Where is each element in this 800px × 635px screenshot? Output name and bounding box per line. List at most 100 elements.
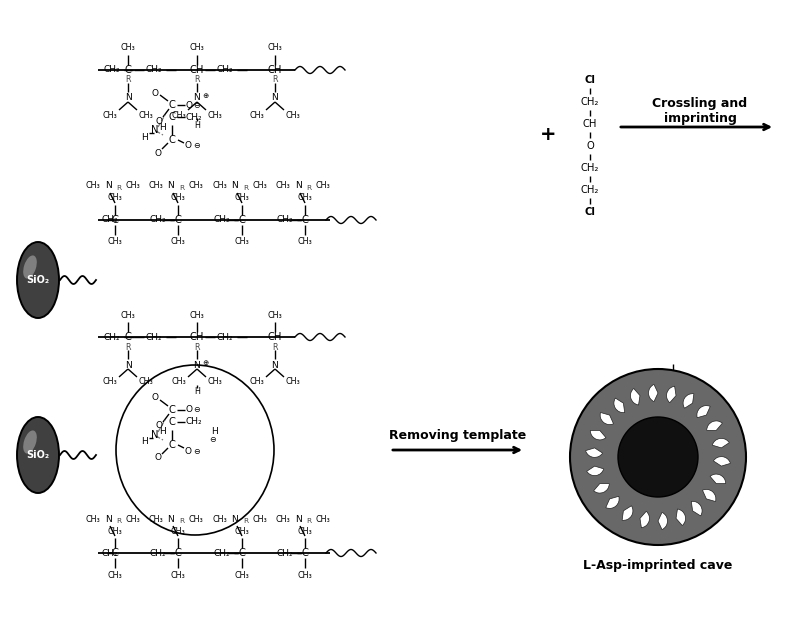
Text: CH₃: CH₃ — [149, 514, 163, 523]
Text: CH₃: CH₃ — [298, 194, 312, 203]
Text: R: R — [306, 185, 311, 191]
Text: CH₃: CH₃ — [189, 514, 203, 523]
Text: CH₂: CH₂ — [217, 65, 234, 74]
Text: CH₂: CH₂ — [102, 215, 118, 225]
Text: Cl: Cl — [585, 75, 595, 85]
Text: O: O — [586, 141, 594, 151]
Text: C: C — [125, 65, 131, 75]
Text: CH₃: CH₃ — [298, 526, 312, 535]
Text: CH₃: CH₃ — [170, 526, 186, 535]
Wedge shape — [697, 406, 710, 418]
Text: CH₃: CH₃ — [138, 110, 154, 119]
Wedge shape — [712, 438, 730, 448]
Text: R: R — [117, 518, 122, 524]
Text: CH₃: CH₃ — [234, 237, 250, 246]
Text: H: H — [194, 387, 200, 396]
Text: O: O — [154, 149, 162, 157]
Text: CH₃: CH₃ — [250, 377, 264, 387]
Text: CH₃: CH₃ — [213, 514, 227, 523]
Text: H: H — [160, 427, 166, 436]
Text: H: H — [141, 438, 147, 446]
Text: N: N — [194, 361, 200, 370]
Text: L-Asp-imprinted cave: L-Asp-imprinted cave — [583, 559, 733, 572]
Text: N: N — [294, 514, 302, 523]
Text: CH₃: CH₃ — [170, 194, 186, 203]
Text: CH: CH — [190, 332, 204, 342]
Wedge shape — [640, 511, 650, 528]
Text: CH₃: CH₃ — [298, 237, 312, 246]
Text: ⊖: ⊖ — [194, 100, 200, 109]
Text: O: O — [151, 88, 158, 98]
Wedge shape — [586, 466, 604, 476]
Text: CH₃: CH₃ — [170, 570, 186, 580]
Text: CH₃: CH₃ — [121, 311, 135, 319]
Text: C: C — [169, 405, 175, 415]
Wedge shape — [586, 448, 602, 457]
Text: C: C — [169, 135, 175, 145]
Text: R: R — [243, 185, 249, 191]
Text: CH₃: CH₃ — [208, 377, 222, 387]
Text: SiO₂: SiO₂ — [26, 275, 50, 285]
Text: CH₃: CH₃ — [172, 377, 186, 387]
Text: N: N — [232, 514, 238, 523]
Text: C: C — [169, 100, 175, 110]
Text: N: N — [105, 514, 111, 523]
Text: R: R — [179, 518, 185, 524]
Text: CH₃: CH₃ — [276, 182, 290, 190]
Wedge shape — [622, 505, 633, 520]
Text: H: H — [160, 123, 166, 131]
Text: CH₃: CH₃ — [189, 182, 203, 190]
Text: CH₂: CH₂ — [186, 112, 202, 121]
Text: N: N — [272, 93, 278, 102]
Text: N: N — [151, 125, 158, 135]
Text: CH₃: CH₃ — [102, 377, 118, 387]
Text: CH₃: CH₃ — [253, 514, 267, 523]
Text: CH₃: CH₃ — [86, 182, 100, 190]
Text: R: R — [126, 342, 130, 352]
Ellipse shape — [23, 431, 37, 453]
Text: C: C — [111, 215, 118, 225]
Text: SiO₂: SiO₂ — [26, 450, 50, 460]
Text: N: N — [125, 361, 131, 370]
Text: CH₃: CH₃ — [268, 44, 282, 53]
Text: CH₂: CH₂ — [581, 97, 599, 107]
Text: CH₂: CH₂ — [146, 333, 162, 342]
Ellipse shape — [17, 417, 59, 493]
Circle shape — [570, 369, 746, 545]
Text: C: C — [111, 548, 118, 558]
Text: CH₂: CH₂ — [150, 215, 166, 225]
Text: C: C — [169, 440, 175, 450]
Text: ⊕: ⊕ — [202, 360, 208, 366]
Ellipse shape — [17, 242, 59, 318]
Text: CH₃: CH₃ — [108, 237, 122, 246]
Text: ⊕: ⊕ — [202, 93, 208, 99]
Text: CH₂: CH₂ — [102, 549, 118, 558]
Text: H: H — [142, 133, 148, 142]
Text: C: C — [302, 215, 309, 225]
Text: CH₃: CH₃ — [172, 110, 186, 119]
Text: O: O — [185, 142, 191, 150]
Text: ⊖: ⊖ — [210, 436, 216, 444]
Text: Removing template: Removing template — [390, 429, 526, 441]
Text: CH₂: CH₂ — [581, 163, 599, 173]
Text: CH₂: CH₂ — [581, 185, 599, 195]
Wedge shape — [676, 509, 686, 526]
Text: R: R — [126, 76, 130, 84]
Wedge shape — [606, 497, 619, 509]
Text: Cl: Cl — [585, 207, 595, 217]
Text: CH₃: CH₃ — [234, 570, 250, 580]
Text: CH₂: CH₂ — [277, 215, 294, 225]
Text: R: R — [272, 76, 278, 84]
Text: R: R — [272, 342, 278, 352]
Ellipse shape — [23, 255, 37, 279]
Text: N: N — [125, 93, 131, 102]
Text: C: C — [302, 548, 309, 558]
Wedge shape — [658, 512, 667, 530]
Text: C: C — [174, 215, 182, 225]
Text: CH₃: CH₃ — [234, 526, 250, 535]
Wedge shape — [666, 386, 676, 403]
Text: O: O — [155, 116, 162, 126]
Text: CH₃: CH₃ — [149, 182, 163, 190]
Text: N: N — [232, 182, 238, 190]
Text: N: N — [168, 182, 174, 190]
